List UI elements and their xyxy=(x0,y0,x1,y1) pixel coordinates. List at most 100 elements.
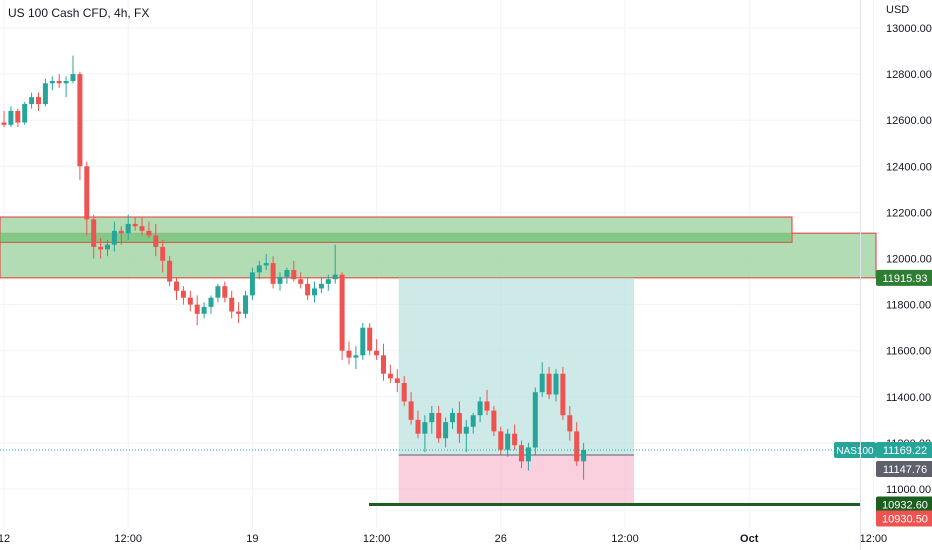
x-tick-label: 12:00 xyxy=(611,533,639,545)
candle-body xyxy=(15,110,21,123)
candle-body xyxy=(70,74,76,82)
candle-body xyxy=(491,410,497,432)
x-tick-label: Oct xyxy=(740,533,759,545)
x-tick-label: 12:00 xyxy=(860,533,888,545)
candle-body xyxy=(401,382,407,402)
candle-body xyxy=(1,122,7,125)
candle-body xyxy=(118,230,124,234)
y-tick-label: 11400.00 xyxy=(886,392,931,404)
candle-body xyxy=(360,327,366,356)
candle-body xyxy=(581,449,587,462)
zone-overlap xyxy=(0,233,792,243)
candle-body xyxy=(484,401,490,411)
candle-body xyxy=(105,244,110,250)
candle-body xyxy=(332,274,338,280)
candle-body xyxy=(263,263,269,266)
candle-body xyxy=(394,378,400,383)
candle-body xyxy=(49,81,55,84)
candle-body xyxy=(42,83,48,105)
candle-body xyxy=(215,286,221,298)
candle-body xyxy=(436,412,442,439)
candle-body xyxy=(160,246,166,261)
y-tick-label: 12200.00 xyxy=(886,207,932,219)
price-label-value: 11169.22 xyxy=(883,445,927,457)
candle-body xyxy=(374,350,380,356)
candle-body xyxy=(84,166,90,220)
y-tick-label: 12800.00 xyxy=(886,69,932,81)
y-tick-label: 13000.00 xyxy=(886,23,932,35)
x-tick-label: 19 xyxy=(246,533,258,545)
price-label-value: 10930.50 xyxy=(882,514,928,526)
candle-body xyxy=(236,311,242,314)
candle-body xyxy=(429,412,435,423)
price-label-value: 10932.60 xyxy=(882,500,928,512)
price-label-value: 11147.76 xyxy=(883,464,927,476)
candle-body xyxy=(546,373,552,395)
time-axis: 1212:001912:002612:00Oct12:001012:001712… xyxy=(0,533,888,545)
candle-body xyxy=(222,286,228,298)
candle-body xyxy=(525,447,531,462)
position-stop-area xyxy=(398,277,634,455)
y-tick-label: 11000.00 xyxy=(886,484,931,496)
candle-body xyxy=(291,270,297,280)
candle-body xyxy=(443,422,449,439)
candle-body xyxy=(98,246,104,250)
chart-title: US 100 Cash CFD, 4h, FX xyxy=(8,6,150,20)
price-label-bg xyxy=(876,460,932,477)
candle-body xyxy=(367,327,373,351)
candle-body xyxy=(450,412,455,423)
candle-body xyxy=(381,355,386,374)
y-tick-label: 12600.00 xyxy=(886,115,932,127)
price-label-bg xyxy=(876,269,932,286)
candle-body xyxy=(277,276,283,284)
candle-body xyxy=(353,355,359,358)
candle-body xyxy=(174,281,179,291)
price-label-bg xyxy=(876,441,932,458)
candle-body xyxy=(201,306,207,314)
candle-body xyxy=(22,104,28,123)
candle-body xyxy=(298,279,304,284)
candle-body xyxy=(243,295,248,314)
y-tick-label: 12000.00 xyxy=(886,254,932,266)
candle-body xyxy=(139,226,145,231)
candle-body xyxy=(408,401,414,420)
candle-body xyxy=(574,431,580,462)
candle-body xyxy=(270,263,276,284)
candle-body xyxy=(132,223,138,227)
candle-body xyxy=(456,412,462,434)
candle-body xyxy=(505,433,511,450)
position-target-area xyxy=(398,454,634,505)
candle-body xyxy=(560,373,566,416)
candle-body xyxy=(519,445,524,462)
candle-body xyxy=(463,426,469,434)
candle-body xyxy=(284,270,290,277)
candle-body xyxy=(111,230,117,245)
x-tick-label: 12:00 xyxy=(114,533,142,545)
candle-body xyxy=(477,401,483,416)
price-label-value: 11915.93 xyxy=(882,273,927,285)
candle-body xyxy=(470,415,476,427)
symbol-label-bg xyxy=(834,441,876,458)
candle-body xyxy=(422,422,428,434)
candle-body xyxy=(318,283,324,289)
candle-body xyxy=(305,283,311,296)
candle-body xyxy=(63,81,69,84)
price-labels: 11915.93 11169.22 NAS100 11147.76 10932.60 10… xyxy=(834,269,932,527)
candle-body xyxy=(229,297,235,312)
candle-body xyxy=(36,97,41,105)
candle-body xyxy=(415,419,421,434)
candle-body xyxy=(249,272,255,296)
candle-body xyxy=(8,110,14,125)
candle-body xyxy=(532,392,538,448)
currency-label: USD xyxy=(886,4,910,16)
candle-body xyxy=(180,290,186,298)
price-axis: 13000.00 12800.00 12600.00 12400.00 12200.00… xyxy=(886,23,932,496)
candle-body xyxy=(498,431,504,450)
candle-body xyxy=(194,304,200,314)
candle-body xyxy=(125,223,131,234)
price-label-bg xyxy=(876,496,932,513)
candle-body xyxy=(56,81,62,84)
x-tick-label: 12:00 xyxy=(363,533,391,545)
short-position-tool xyxy=(398,277,634,505)
